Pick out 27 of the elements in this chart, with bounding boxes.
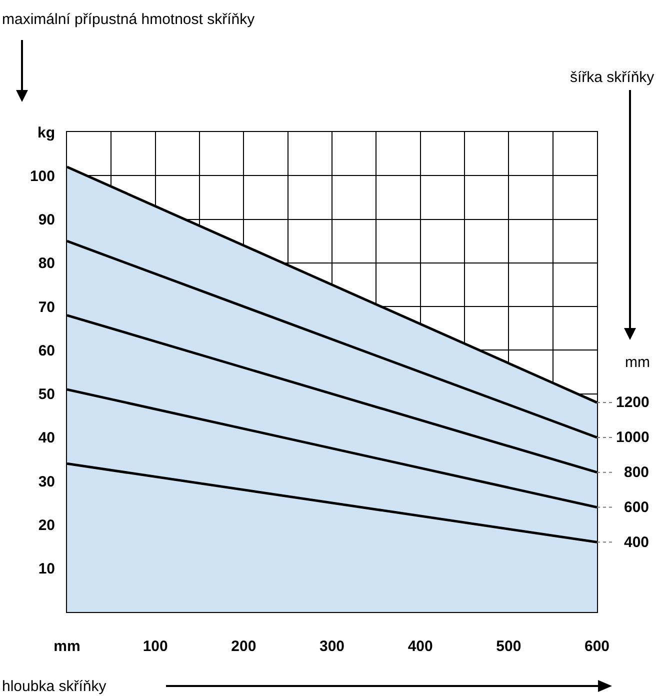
y-tick-label: 100	[30, 168, 55, 185]
series-label: 800	[624, 464, 650, 481]
y-tick-label: 80	[38, 255, 55, 272]
y-tick-label: 20	[38, 516, 55, 534]
x-axis-title: hloubka skříňky	[2, 678, 107, 695]
x-tick-label: 100	[142, 638, 168, 655]
x-tick-label: 600	[584, 638, 610, 655]
series-label: 1000	[616, 429, 650, 446]
y-tick-label: 40	[38, 430, 55, 447]
y-tick-label: 30	[38, 473, 55, 490]
y-tick-label: 60	[38, 342, 55, 360]
series-label: 600	[624, 499, 650, 516]
series-label: 400	[624, 534, 650, 551]
x-tick-label: 500	[496, 638, 522, 655]
y-tick-label: 90	[38, 212, 55, 229]
x-tick-label: 300	[319, 638, 345, 655]
y-tick-label: 10	[38, 560, 55, 578]
series-label: 1200	[616, 394, 650, 411]
y-tick-label: 70	[38, 298, 55, 316]
x-tick-label: 200	[231, 638, 256, 655]
text: mm	[625, 354, 650, 371]
x-tick-label: 400	[408, 638, 433, 655]
y-tick-label: 50	[38, 386, 55, 404]
legend-title: šířka skříňky	[570, 69, 655, 86]
y-tick-label: kg	[37, 124, 55, 142]
text: maximální přípustná hmotnost skříňky	[2, 11, 256, 28]
x-tick-label: mm	[54, 638, 80, 655]
